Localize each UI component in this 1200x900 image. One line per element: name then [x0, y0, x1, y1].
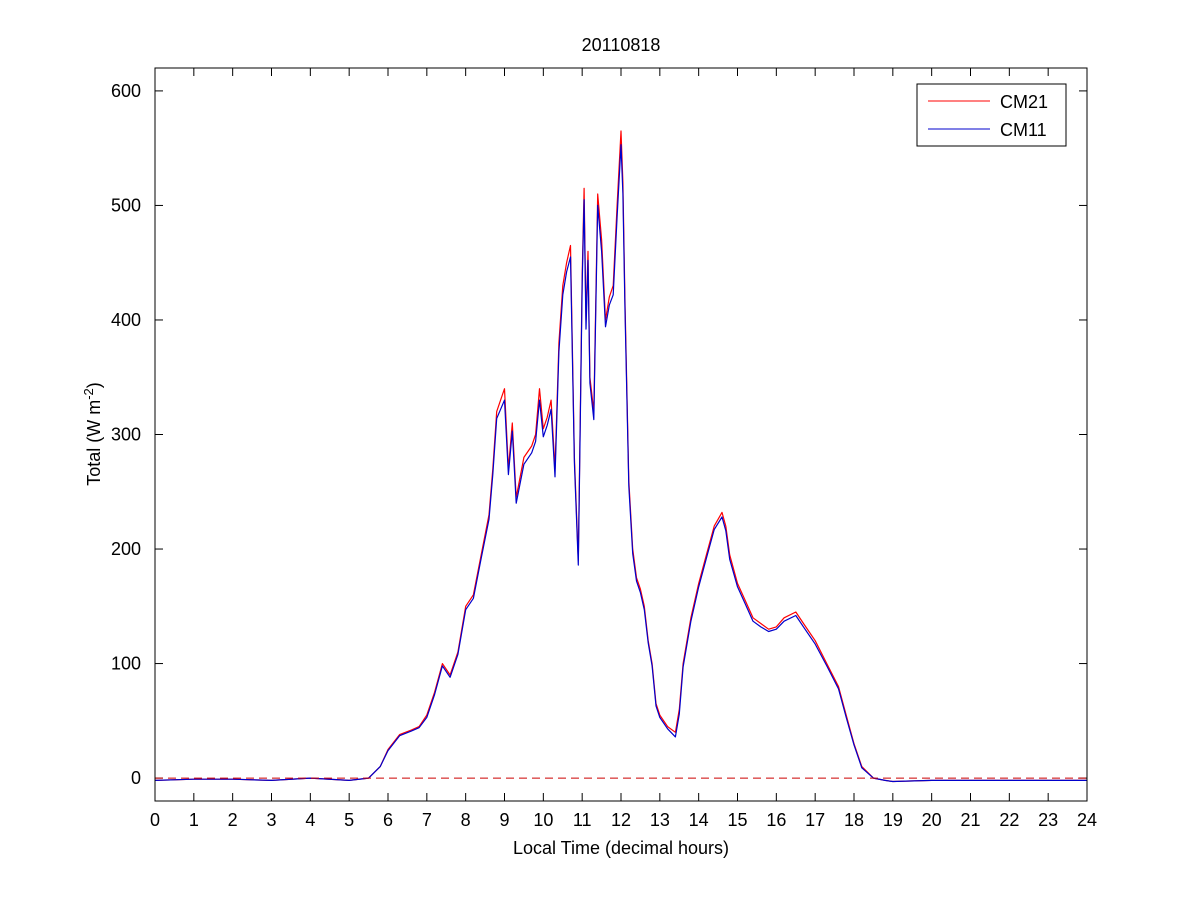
- series-line-cm11: [154, 144, 1087, 783]
- plot-background: [155, 68, 1087, 801]
- x-tick-label: 12: [611, 810, 631, 830]
- y-axis-title-superscript: -2: [81, 388, 96, 400]
- x-axis-title: Local Time (decimal hours): [513, 838, 729, 858]
- x-tick-label: 13: [650, 810, 670, 830]
- x-tick-label: 10: [533, 810, 553, 830]
- chart-title: 20110818: [582, 35, 661, 55]
- y-tick-label: 100: [111, 654, 141, 674]
- y-tick-label: 0: [131, 768, 141, 788]
- legend-box: [916, 83, 1067, 147]
- x-tick-label: 21: [960, 810, 980, 830]
- x-tick-label: 19: [883, 810, 903, 830]
- x-tick-label: 20: [922, 810, 942, 830]
- x-tick-label: 6: [383, 810, 393, 830]
- plot-frame: [154, 67, 1088, 802]
- x-tick-label: 7: [422, 810, 432, 830]
- series-layer: [154, 130, 1087, 783]
- x-tick-label: 2: [228, 810, 238, 830]
- y-axis-title-main: Total (W m: [84, 400, 104, 486]
- x-tick-label: 8: [461, 810, 471, 830]
- legend-label-cm11: CM11: [1000, 120, 1047, 140]
- y-tick-label: 500: [111, 195, 141, 215]
- y-axis-title-close: ): [84, 382, 104, 388]
- y-tick-label: 300: [111, 425, 141, 445]
- legend-label-cm21: CM21: [1000, 92, 1048, 112]
- x-tick-label: 5: [344, 810, 354, 830]
- x-tick-label: 18: [844, 810, 864, 830]
- legend: CM21 CM11: [916, 83, 1067, 147]
- x-tick-label: 22: [999, 810, 1019, 830]
- x-tick-label: 0: [150, 810, 160, 830]
- ticks-layer: 0 1 2 3 4 5 6 7 8 9 10 11 12 13 14 15 16 17 18 19 20 21 22 23 24…: [111, 68, 1097, 830]
- y-tick-label: 400: [111, 310, 141, 330]
- x-tick-label: 3: [266, 810, 276, 830]
- x-tick-label: 16: [766, 810, 786, 830]
- x-tick-label: 15: [727, 810, 747, 830]
- x-tick-label: 23: [1038, 810, 1058, 830]
- x-tick-label: 24: [1077, 810, 1097, 830]
- y-tick-label: 200: [111, 539, 141, 559]
- x-tick-label: 14: [689, 810, 709, 830]
- y-axis-title: Total (W m-2): [81, 382, 104, 486]
- x-tick-label: 1: [189, 810, 199, 830]
- x-tick-label: 4: [305, 810, 315, 830]
- x-tick-label: 11: [573, 810, 592, 830]
- x-tick-label: 17: [805, 810, 825, 830]
- x-tick-label: 9: [499, 810, 509, 830]
- y-tick-label: 600: [111, 81, 141, 101]
